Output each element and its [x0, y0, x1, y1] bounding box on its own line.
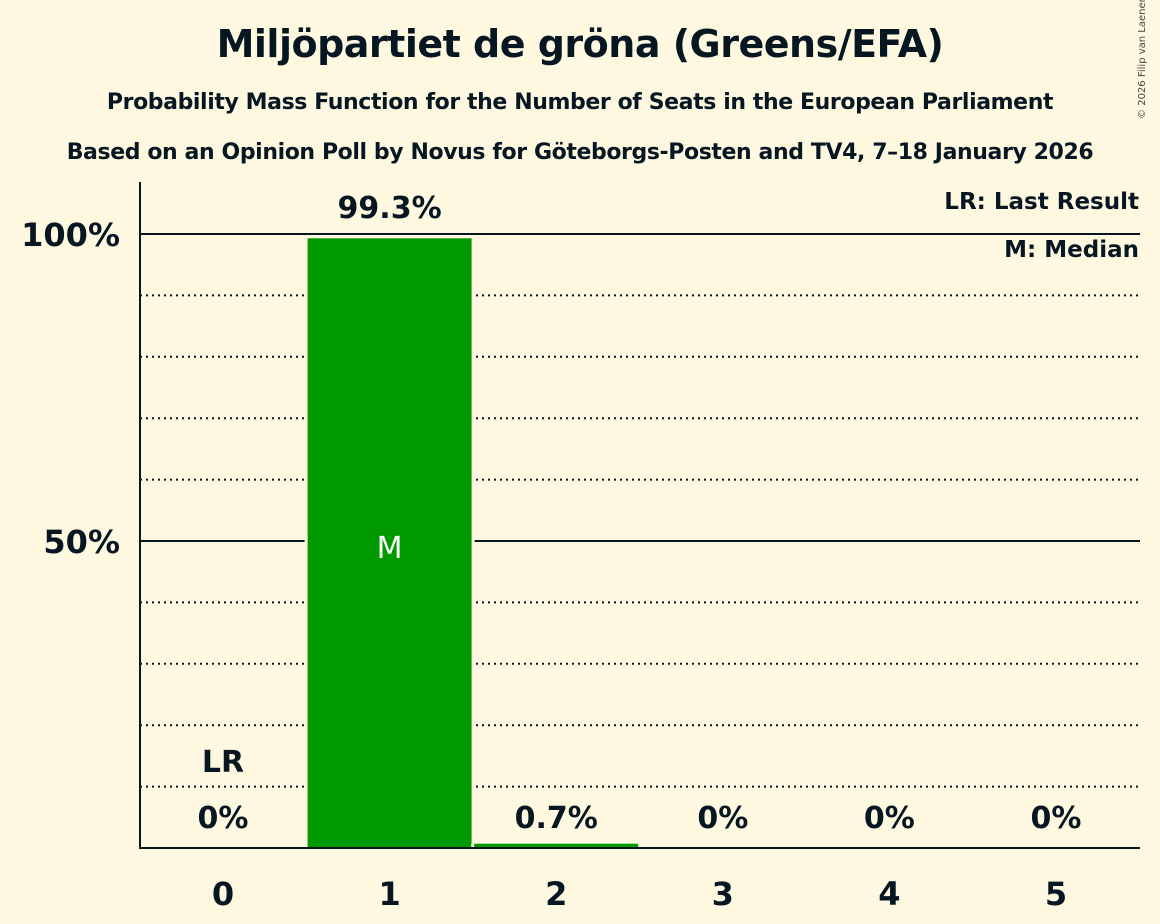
legend-median: M: Median: [1004, 237, 1139, 263]
bar-2: [474, 843, 639, 848]
x-tick-label: 3: [712, 875, 734, 913]
gridlines: [140, 233, 1140, 788]
value-label: 0%: [697, 801, 748, 836]
x-tick-labels: 0 1 2 3 4 5: [212, 875, 1067, 913]
chart-title: Miljöpartiet de gröna (Greens/EFA): [216, 22, 944, 66]
x-tick-label: 1: [378, 875, 400, 913]
y-tick-labels: 50% 100%: [21, 216, 120, 561]
value-label: 0%: [198, 801, 249, 836]
value-label: 99.3%: [338, 191, 442, 226]
x-tick-label: 5: [1045, 875, 1067, 913]
median-marker: M: [377, 531, 403, 566]
legend-last-result: LR: Last Result: [944, 189, 1139, 215]
bars: [304, 238, 642, 849]
chart-source: Based on an Opinion Poll by Novus for Gö…: [66, 140, 1094, 165]
value-label: 0%: [1031, 801, 1082, 836]
chart-subtitle: Probability Mass Function for the Number…: [106, 90, 1054, 115]
x-tick-label: 0: [212, 875, 234, 913]
y-tick-label: 100%: [21, 216, 120, 254]
last-result-marker: LR: [202, 745, 244, 780]
value-labels: 0% 99.3% 0.7% 0% 0% 0% LR M: [198, 191, 1082, 836]
value-label: 0.7%: [515, 801, 598, 836]
legend: LR: Last Result M: Median: [944, 189, 1139, 263]
axes: [139, 182, 1140, 849]
x-tick-label: 4: [878, 875, 900, 913]
bar-1: [307, 238, 472, 849]
x-tick-label: 2: [545, 875, 567, 913]
y-tick-label: 50%: [43, 523, 120, 561]
value-label: 0%: [864, 801, 915, 836]
